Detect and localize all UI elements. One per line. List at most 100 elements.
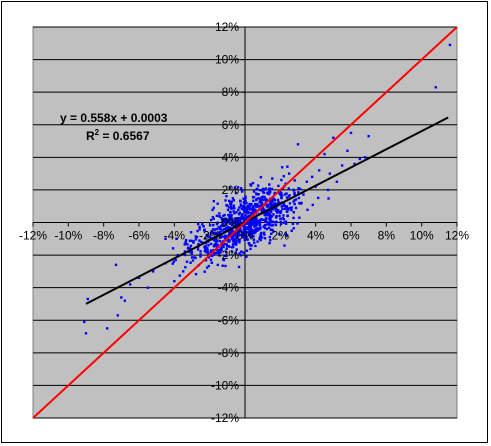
data-point	[268, 216, 272, 219]
data-point	[268, 209, 271, 213]
data-point	[224, 199, 227, 202]
data-point	[271, 200, 274, 203]
data-point	[183, 243, 186, 246]
data-point	[258, 204, 262, 207]
data-point	[222, 218, 226, 222]
data-point	[252, 199, 255, 202]
data-point	[270, 215, 274, 218]
data-point	[210, 261, 213, 264]
data-point	[277, 200, 280, 204]
data-point	[263, 198, 267, 201]
data-point	[283, 244, 286, 247]
data-point	[268, 203, 272, 206]
data-point	[228, 186, 232, 189]
data-point	[220, 217, 223, 220]
data-point	[210, 229, 213, 233]
data-point	[247, 242, 251, 245]
data-point	[268, 218, 272, 222]
data-point	[249, 230, 252, 233]
data-point	[285, 205, 289, 208]
data-point	[220, 248, 223, 252]
data-point	[220, 224, 223, 228]
data-point	[274, 216, 278, 219]
data-point	[226, 208, 230, 212]
data-point	[225, 250, 228, 254]
x-tick-label: -10%	[54, 229, 82, 243]
data-point	[186, 247, 190, 250]
data-point	[235, 234, 238, 237]
data-point	[251, 230, 254, 233]
data-point	[190, 252, 193, 255]
data-point	[265, 198, 268, 202]
data-point	[332, 136, 335, 139]
data-point	[198, 225, 201, 229]
data-point	[223, 213, 226, 217]
data-point	[346, 149, 349, 153]
data-point	[259, 201, 263, 204]
data-point	[196, 248, 200, 251]
data-point	[221, 223, 224, 226]
r-squared-r: R	[86, 129, 95, 143]
data-point	[231, 219, 235, 222]
data-point	[272, 230, 275, 233]
data-point	[215, 214, 219, 218]
data-point	[268, 187, 271, 190]
data-point	[266, 203, 269, 207]
data-point	[237, 265, 241, 269]
data-point	[244, 206, 248, 209]
data-point	[229, 232, 233, 236]
data-point	[214, 238, 218, 241]
data-point	[249, 225, 252, 228]
data-point	[249, 204, 253, 207]
data-point	[335, 180, 339, 183]
data-point	[296, 143, 300, 146]
data-point	[218, 239, 222, 243]
data-point	[353, 162, 356, 166]
data-point	[282, 202, 285, 205]
data-point	[292, 227, 295, 230]
data-point	[194, 256, 197, 260]
data-point	[296, 222, 299, 225]
data-point	[229, 216, 233, 219]
data-point	[281, 207, 284, 211]
data-point	[253, 218, 257, 222]
data-point	[225, 222, 228, 225]
data-point	[209, 218, 213, 222]
data-point	[219, 250, 222, 254]
data-point	[297, 196, 301, 200]
data-point	[367, 134, 370, 138]
data-point	[263, 226, 267, 230]
data-point	[259, 234, 263, 237]
data-point	[211, 228, 215, 231]
data-point	[184, 240, 187, 244]
data-point	[212, 217, 215, 221]
data-point	[196, 222, 200, 226]
data-point	[268, 183, 271, 186]
data-point	[235, 236, 238, 240]
data-point	[228, 222, 232, 225]
data-point	[275, 207, 278, 211]
data-point	[448, 43, 452, 47]
data-point	[216, 248, 219, 252]
data-point	[242, 236, 245, 239]
data-point	[246, 231, 249, 234]
data-point	[261, 190, 265, 194]
data-point	[293, 179, 296, 182]
data-point	[234, 241, 238, 244]
data-point	[243, 224, 246, 227]
data-point	[297, 187, 300, 190]
data-point	[265, 217, 268, 220]
data-point	[256, 220, 259, 223]
data-point	[175, 237, 178, 240]
data-point	[245, 255, 248, 258]
data-point	[229, 205, 233, 208]
data-point	[226, 227, 229, 230]
data-point	[199, 255, 202, 258]
data-point	[262, 231, 266, 234]
data-point	[199, 240, 203, 244]
data-point	[285, 210, 289, 213]
data-point	[235, 226, 238, 230]
data-point	[241, 213, 244, 216]
data-point	[224, 228, 228, 232]
data-point	[233, 186, 237, 189]
